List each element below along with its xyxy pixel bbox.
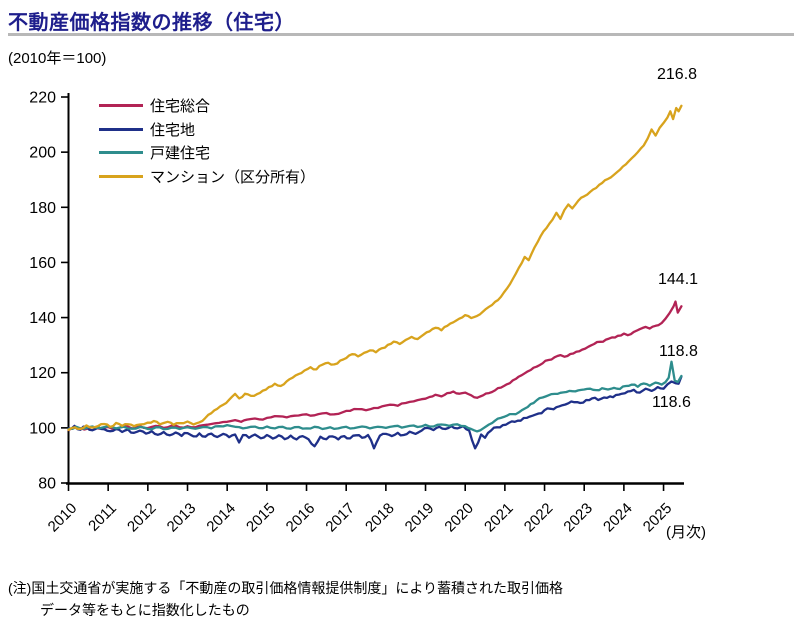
legend-line-swatch [99, 151, 143, 155]
x-tick-label: 2011 [85, 500, 120, 535]
x-tick-label: 2022 [521, 500, 557, 536]
y-tick-label: 100 [29, 420, 56, 437]
y-tick-label: 120 [29, 365, 56, 382]
y-tick-label: 160 [29, 255, 56, 272]
x-tick-label: 2010 [45, 500, 81, 536]
y-tick-label: 200 [29, 145, 56, 162]
page-title: 不動産価格指数の推移（住宅） [8, 12, 295, 34]
footnote-line-1: (注)国土交通省が実施する「不動産の取引価格情報提供制度」により蓄積された取引価… [8, 580, 564, 596]
end-value-jutaku-sogo: 144.1 [658, 271, 699, 288]
x-tick-label: 2020 [441, 500, 477, 536]
x-tick-label: 2016 [283, 500, 319, 536]
x-tick-label: 2013 [164, 500, 200, 536]
x-tick-label: 2012 [124, 500, 160, 536]
x-tick-label: 2019 [402, 500, 438, 536]
series-line-2 [67, 360, 683, 433]
y-tick-label: 180 [29, 200, 56, 217]
series-line-0 [67, 300, 683, 432]
legend-item-mansion: マンション（区分所有） [99, 165, 315, 189]
legend-line-swatch [99, 104, 143, 108]
title-underline [8, 33, 794, 36]
end-value-jutakuchi: 118.6 [652, 394, 691, 411]
x-axis-unit-label: (月次) [666, 524, 706, 541]
x-tick-label: 2024 [600, 500, 636, 536]
footnote: (注)国土交通省が実施する「不動産の取引価格情報提供制度」により蓄積された取引価… [8, 577, 563, 621]
y-tick-label: 140 [29, 310, 56, 327]
legend-line-swatch [99, 127, 143, 131]
y-tick-label: 80 [38, 476, 56, 493]
legend-label: 住宅総合 [150, 98, 211, 116]
y-tick-label: 220 [29, 90, 56, 107]
legend-label: 住宅地 [150, 121, 196, 139]
footnote-line-2: データ等をもとに指数化したもの [40, 602, 250, 618]
x-tick-label: 2017 [322, 500, 358, 536]
legend-item-jutakuchi: 住宅地 [99, 118, 315, 142]
legend-label: 戸建住宅 [150, 145, 211, 163]
series-line-3 [67, 104, 683, 431]
legend-line-swatch [99, 174, 143, 178]
end-value-mansion: 216.8 [657, 66, 698, 83]
legend-item-jutaku-sogo: 住宅総合 [99, 94, 315, 118]
series-line-1 [67, 375, 683, 450]
x-tick-label: 2023 [560, 500, 596, 536]
end-value-kodate: 118.8 [659, 343, 698, 360]
x-tick-label: 2014 [203, 500, 239, 536]
chart-legend: 住宅総合 住宅地 戸建住宅 マンション（区分所有） [99, 94, 315, 188]
legend-item-kodate: 戸建住宅 [99, 141, 315, 165]
x-tick-label: 2018 [362, 500, 398, 536]
index-base-note: (2010年＝100) [8, 50, 107, 67]
legend-label: マンション（区分所有） [150, 168, 316, 186]
x-tick-label: 2015 [243, 500, 279, 536]
x-tick-label: 2021 [481, 500, 517, 536]
